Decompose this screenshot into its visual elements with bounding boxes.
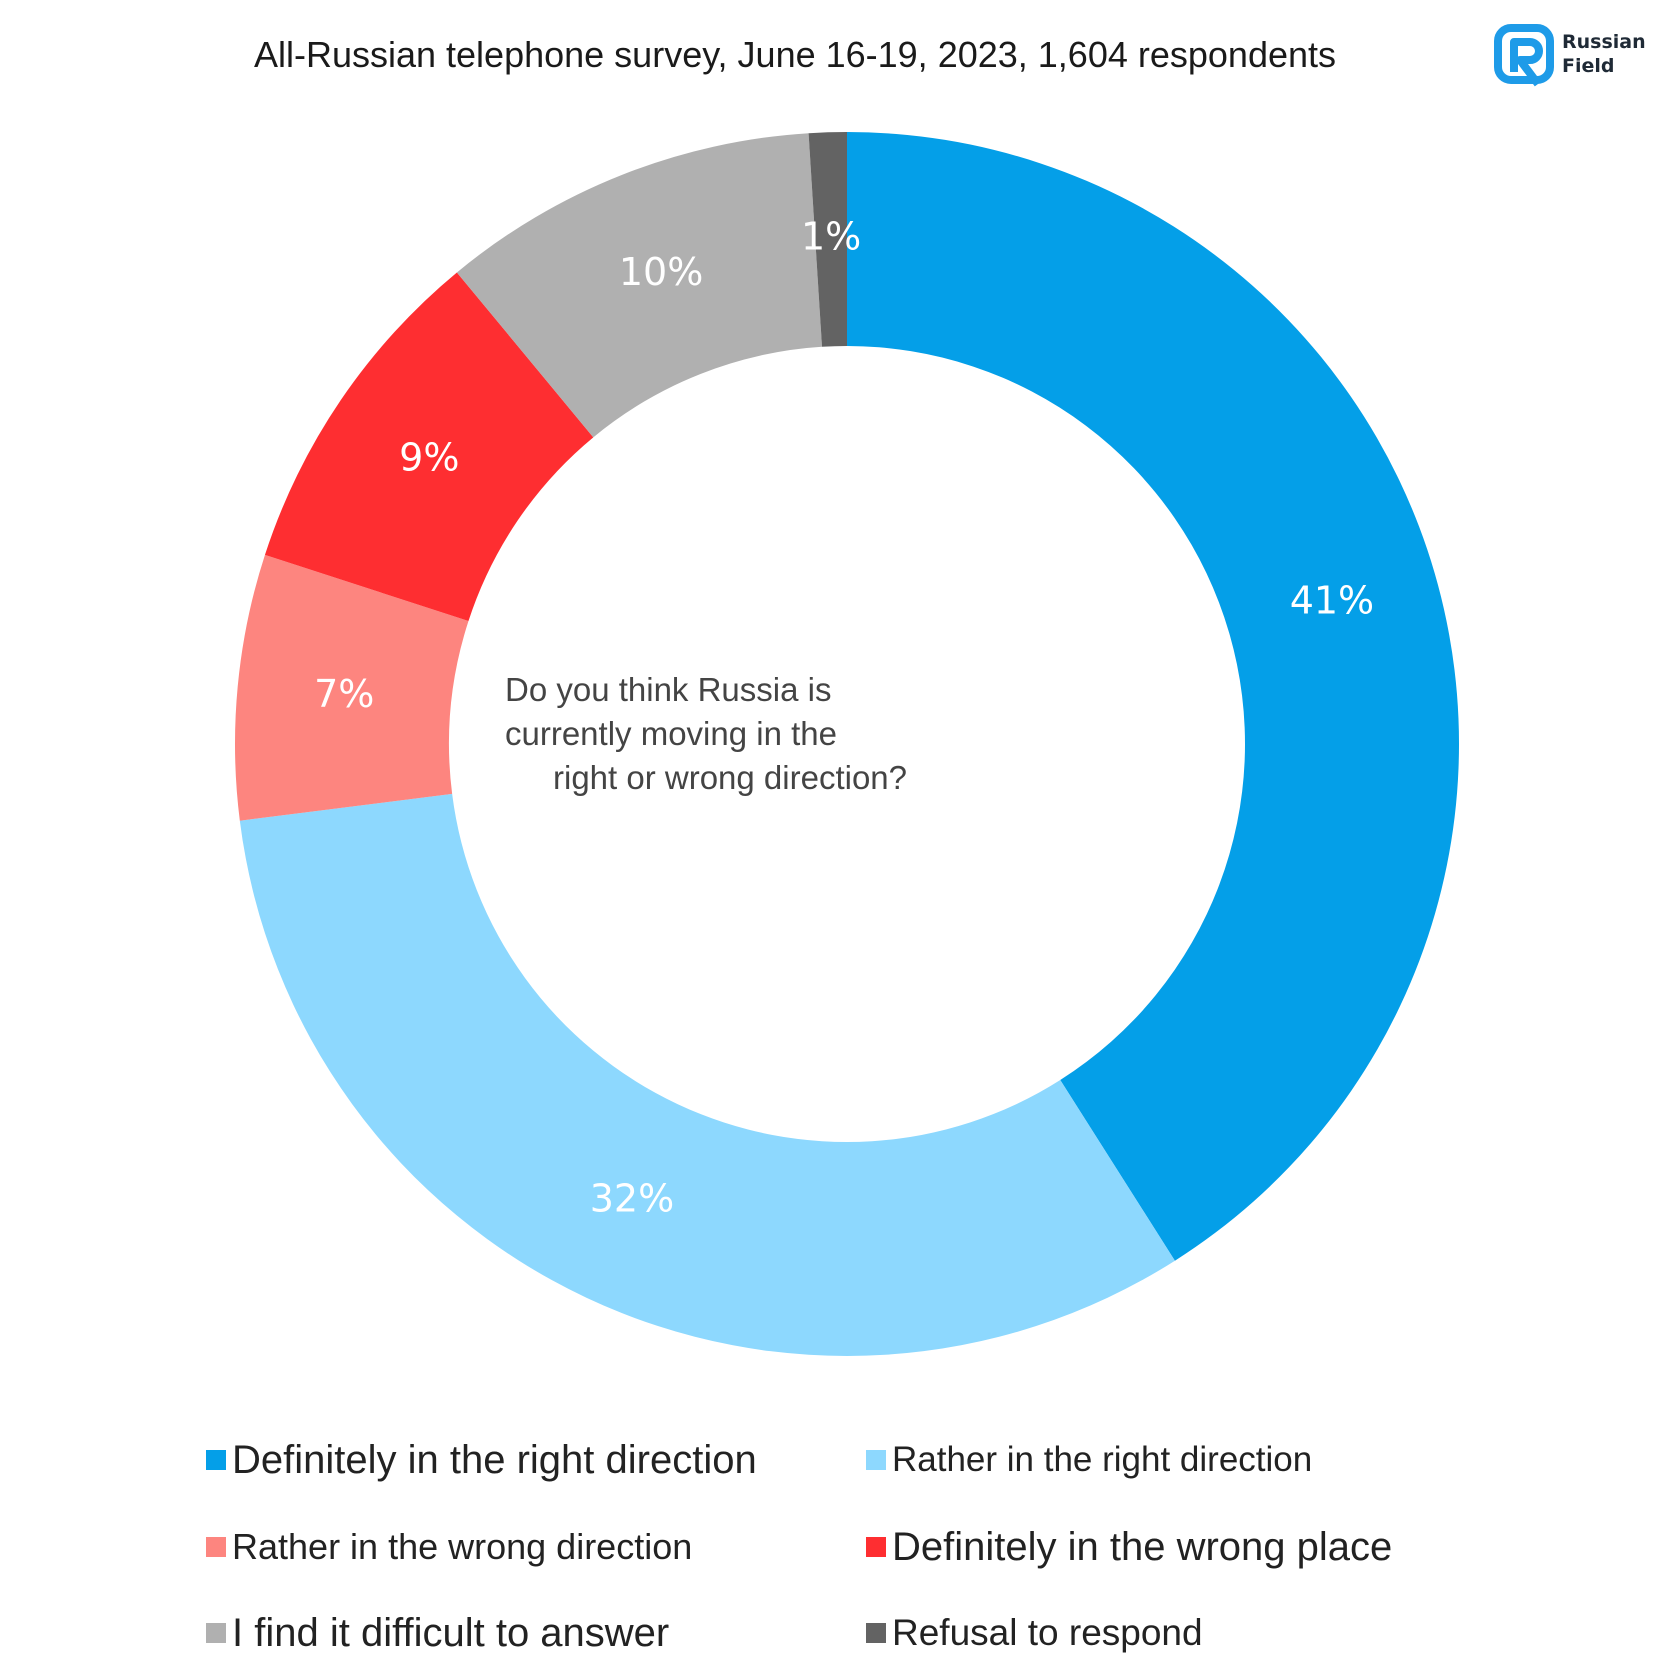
legend-swatch-1 xyxy=(206,1450,226,1470)
question-line-3: right or wrong direction? xyxy=(553,759,908,796)
logo-icon xyxy=(1494,24,1554,87)
slice-label-2: 32% xyxy=(590,1176,674,1220)
legend-label-5: I find it difficult to answer xyxy=(232,1610,670,1655)
legend-label-4: Definitely in the wrong place xyxy=(892,1524,1393,1569)
legend-label-1: Definitely in the right direction xyxy=(232,1437,757,1482)
chart-title: All-Russian telephone survey, June 16-19… xyxy=(253,34,1337,75)
logo-line-1: Russian xyxy=(1562,31,1646,53)
question-line-1: Do you think Russia is xyxy=(505,671,832,708)
legend-item-4: Definitely in the wrong place xyxy=(866,1519,1392,1575)
slice-label-6: 1% xyxy=(801,215,861,259)
legend-label-6: Refusal to respond xyxy=(892,1612,1203,1653)
legend-label-2: Rather in the right direction xyxy=(892,1440,1313,1479)
legend-item-3: Rather in the wrong direction xyxy=(206,1519,692,1575)
legend-item-2: Rather in the right direction xyxy=(866,1432,1312,1488)
legend-item-5: I find it difficult to answer xyxy=(206,1605,669,1661)
donut-slice-4 xyxy=(264,272,594,622)
slice-label-3: 7% xyxy=(314,672,374,716)
legend-swatch-2 xyxy=(866,1450,886,1470)
legend-swatch-5 xyxy=(206,1623,226,1643)
slice-label-1: 41% xyxy=(1290,579,1374,623)
legend-swatch-6 xyxy=(866,1623,886,1643)
donut-slice-1 xyxy=(847,132,1459,1261)
question-line-2: currently moving in the xyxy=(505,715,837,752)
donut-slice-3 xyxy=(235,554,469,821)
slice-label-4: 9% xyxy=(399,436,459,480)
donut-slice-6 xyxy=(808,132,847,347)
legend-item-6: Refusal to respond xyxy=(866,1605,1203,1661)
donut-slice-2 xyxy=(239,793,1175,1357)
logo-line-2: Field xyxy=(1562,55,1615,77)
logo-text: Russian Field xyxy=(1562,30,1646,78)
legend-swatch-4 xyxy=(866,1537,886,1557)
donut-slice-5 xyxy=(456,133,823,438)
legend-swatch-3 xyxy=(206,1537,226,1557)
center-question: Do you think Russia is currently moving … xyxy=(505,668,965,800)
legend-label-3: Rather in the wrong direction xyxy=(232,1526,693,1567)
russian-field-logo: Russian Field xyxy=(1494,24,1654,94)
slice-label-5: 10% xyxy=(619,250,703,294)
legend-item-1: Definitely in the right direction xyxy=(206,1432,757,1488)
